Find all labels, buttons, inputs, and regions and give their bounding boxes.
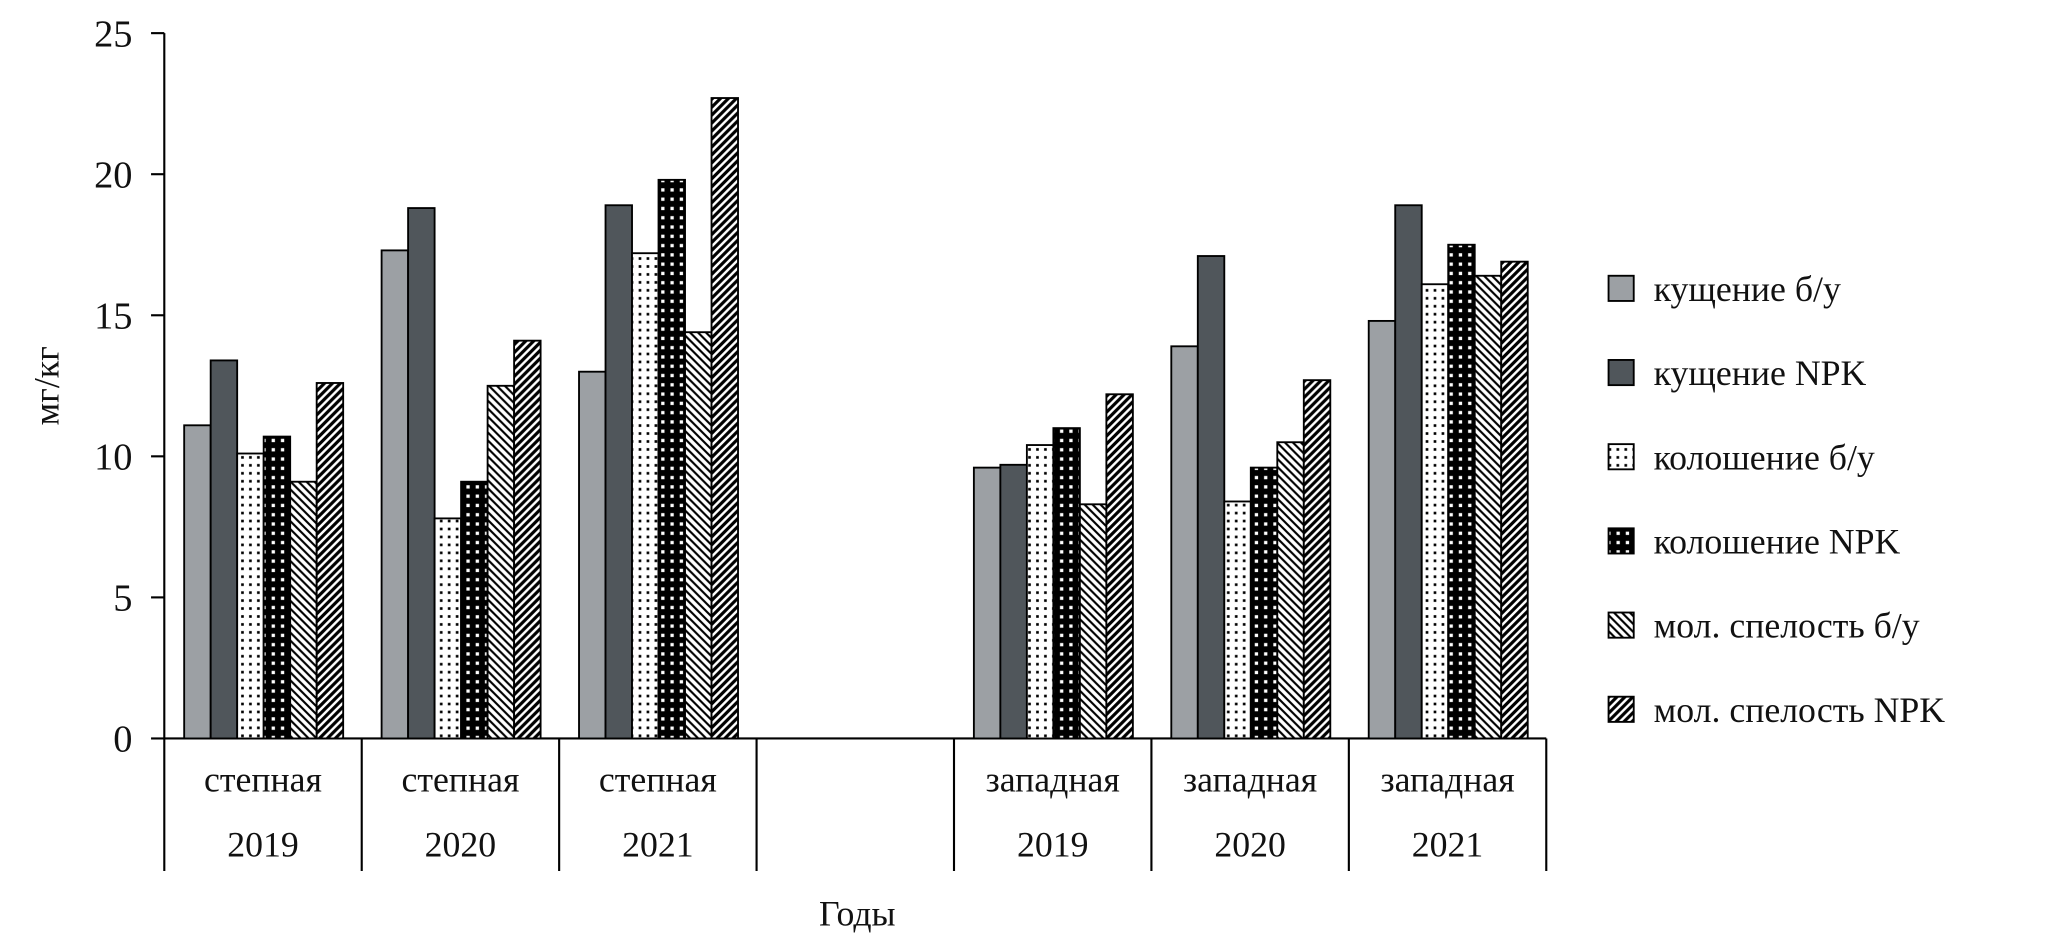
- category-label-line1: степная: [599, 759, 717, 799]
- bar: [262, 435, 292, 740]
- bar: [1170, 345, 1199, 740]
- bar: [1105, 393, 1134, 740]
- y-tick-label: 15: [94, 296, 132, 338]
- y-tick-label: 5: [113, 578, 132, 620]
- bar: [209, 359, 239, 740]
- category-label-line1: степная: [204, 759, 322, 799]
- y-tick-label: 25: [94, 13, 132, 55]
- bar: [380, 249, 410, 740]
- bar: [631, 252, 660, 740]
- bar: [604, 204, 633, 740]
- bar: [972, 466, 1002, 740]
- legend-swatch: [1607, 695, 1635, 723]
- bar: [315, 382, 345, 740]
- bar: [1500, 260, 1529, 740]
- category-label-line1: западная: [1380, 759, 1514, 799]
- bar: [1420, 283, 1450, 740]
- bar: [236, 452, 265, 740]
- y-tick-label: 0: [113, 719, 132, 761]
- bar: [289, 480, 318, 740]
- y-axis-label: мг/кг: [26, 346, 66, 425]
- bar: [1473, 274, 1503, 740]
- bar: [1276, 441, 1305, 740]
- bar: [657, 178, 686, 740]
- bar: [1367, 319, 1397, 740]
- bar: [433, 517, 463, 740]
- category-label-line2: 2019: [1017, 824, 1089, 864]
- legend-label: колошение б/у: [1654, 437, 1875, 477]
- category-label-line2: 2021: [622, 824, 694, 864]
- bar: [1052, 427, 1081, 740]
- bar: [513, 339, 542, 740]
- bar: [1302, 379, 1332, 740]
- bar: [1025, 444, 1055, 740]
- bar: [684, 331, 713, 740]
- bars: [183, 97, 1529, 740]
- bar: [183, 424, 212, 740]
- labels: мг/кг Годы: [26, 346, 895, 933]
- y-tick-label: 10: [94, 437, 132, 479]
- bar: [1223, 500, 1252, 740]
- legend-label: кущение NPK: [1654, 353, 1867, 393]
- legend-swatch: [1607, 274, 1635, 302]
- category-label-line1: западная: [986, 759, 1120, 799]
- category-label-line2: 2020: [1214, 824, 1286, 864]
- bar: [486, 384, 516, 740]
- legend-label: мол. спелость NPK: [1654, 690, 1946, 730]
- legend-swatch: [1607, 611, 1635, 639]
- bar: [710, 97, 739, 740]
- legend-label: колошение NPK: [1654, 522, 1901, 562]
- bar: [578, 370, 607, 740]
- legend-label: мол. спелость б/у: [1654, 606, 1920, 646]
- category-label-line2: 2021: [1412, 824, 1484, 864]
- category-label-line2: 2020: [425, 824, 497, 864]
- bar: [1196, 255, 1226, 740]
- y-tick-label: 20: [94, 154, 132, 196]
- axes: 0 5 10 15 20 25 степная 2019 степная 2020 степная 2…: [94, 13, 1548, 872]
- category-label-line2: 2019: [227, 824, 299, 864]
- bar: [460, 480, 489, 740]
- legend-swatch: [1607, 359, 1635, 387]
- x-axis-label: Годы: [819, 893, 896, 933]
- bar: [407, 207, 436, 740]
- bar: [999, 463, 1028, 740]
- category-label-line1: западная: [1183, 759, 1317, 799]
- bar: [1249, 466, 1279, 740]
- bar: [1394, 204, 1423, 740]
- legend-swatch: [1607, 527, 1635, 555]
- bar: [1447, 243, 1476, 740]
- legend-label: кущение б/у: [1654, 269, 1841, 309]
- category-label-line1: степная: [401, 759, 519, 799]
- legend-swatch: [1607, 443, 1635, 471]
- legend: кущение б/у кущение NPK колошение б/у колош…: [1607, 269, 1946, 730]
- bar: [1078, 503, 1108, 740]
